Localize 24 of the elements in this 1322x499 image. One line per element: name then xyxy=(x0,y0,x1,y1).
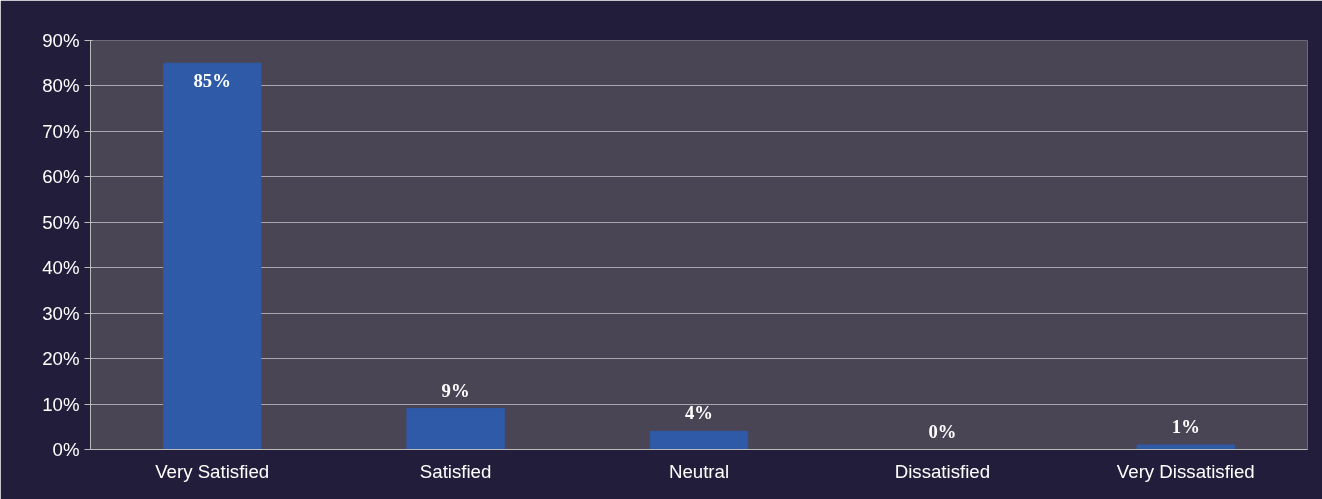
data-label: 0% xyxy=(928,420,957,442)
data-label: 9% xyxy=(441,379,470,401)
data-label: 4% xyxy=(685,402,713,424)
y-tick-label: 20% xyxy=(42,348,80,370)
y-tick-label: 0% xyxy=(52,439,80,460)
x-tick-label: Neutral xyxy=(668,460,730,482)
x-tick-label: Very Dissatisfied xyxy=(1116,460,1255,482)
data-label: 1% xyxy=(1171,415,1200,437)
y-tick-label: 50% xyxy=(42,211,80,233)
bar xyxy=(649,430,749,450)
y-tick-label: 10% xyxy=(42,393,80,415)
bar xyxy=(1136,444,1235,450)
bar xyxy=(163,62,262,450)
y-tick-label: 70% xyxy=(42,120,80,142)
data-label: 85% xyxy=(193,70,231,92)
y-tick-label: 30% xyxy=(42,302,80,324)
y-tick-label: 60% xyxy=(42,166,80,188)
y-tick-label: 90% xyxy=(42,30,80,51)
x-tick-label: Very Satisfied xyxy=(155,460,270,482)
y-tick-label: 80% xyxy=(42,75,80,97)
x-tick-label: Satisfied xyxy=(419,460,492,482)
x-tick-label: Dissatisfied xyxy=(894,460,991,482)
bar xyxy=(406,408,505,450)
y-tick-label: 40% xyxy=(42,257,80,279)
